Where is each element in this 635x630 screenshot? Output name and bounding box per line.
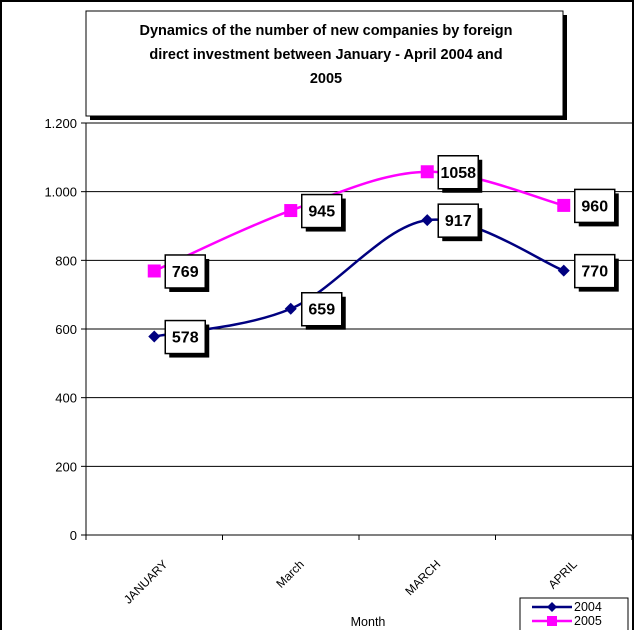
y-tick-label: 200 <box>55 459 77 474</box>
data-point-2005 <box>284 204 298 218</box>
data-point-2004 <box>284 302 297 315</box>
data-label-box <box>164 319 206 355</box>
data-point-2004 <box>421 214 434 227</box>
series-line-2005 <box>153 170 565 273</box>
series-2004 <box>148 214 570 343</box>
legend-label-2004: 2004 <box>574 600 602 614</box>
data-label-box <box>301 291 343 327</box>
legend-marker-2004 <box>547 602 557 612</box>
data-label-2005: 769 <box>172 264 199 281</box>
legend-item-2004: 2004 <box>532 600 602 614</box>
series-line-2004 <box>154 218 565 338</box>
legend-label-2005: 2005 <box>574 614 602 628</box>
data-label-box <box>301 193 343 229</box>
data-label-box <box>574 253 616 289</box>
data-label-box <box>437 155 479 190</box>
y-tick-label: 1.000 <box>44 185 77 200</box>
series-lines <box>147 165 571 343</box>
data-label-box <box>164 254 206 289</box>
data-point-2005 <box>557 198 571 212</box>
x-axis-title: Month <box>351 615 386 629</box>
data-point-2004 <box>148 330 161 343</box>
legend-item-2005: 2005 <box>532 614 602 628</box>
data-label-2005: 945 <box>308 204 335 221</box>
data-label-2005: 960 <box>581 198 608 215</box>
data-label-2004: 770 <box>581 264 608 281</box>
data-labels: 578 659 917 770 769 945 1058 960 <box>164 155 619 358</box>
data-label-2005: 1058 <box>440 165 476 182</box>
y-tick-label: 400 <box>55 391 77 406</box>
data-label-2004: 917 <box>445 213 472 230</box>
legend: 2004 2005 <box>519 597 629 630</box>
title-box <box>85 10 564 117</box>
legend-marker-2005 <box>547 616 557 626</box>
chart-title-line-3: 2005 <box>310 71 342 87</box>
data-label-2004: 659 <box>308 302 335 319</box>
data-label-box <box>574 188 616 224</box>
data-point-2004 <box>557 264 570 277</box>
data-point-2005 <box>420 165 434 179</box>
data-point-2005 <box>147 264 161 278</box>
chart-title-line-2: direct investment between January - Apri… <box>149 47 502 63</box>
series-2005 <box>147 165 571 278</box>
data-label-2004: 578 <box>172 330 199 347</box>
y-tick-label: 600 <box>55 322 77 337</box>
legend-box <box>519 597 629 630</box>
y-tick-label: 800 <box>55 253 77 268</box>
data-label-box <box>437 203 479 238</box>
y-tick-label: 0 <box>70 528 77 543</box>
y-tick-label: 1.200 <box>44 116 77 131</box>
chart-title-line-1: Dynamics of the number of new companies … <box>139 23 512 39</box>
